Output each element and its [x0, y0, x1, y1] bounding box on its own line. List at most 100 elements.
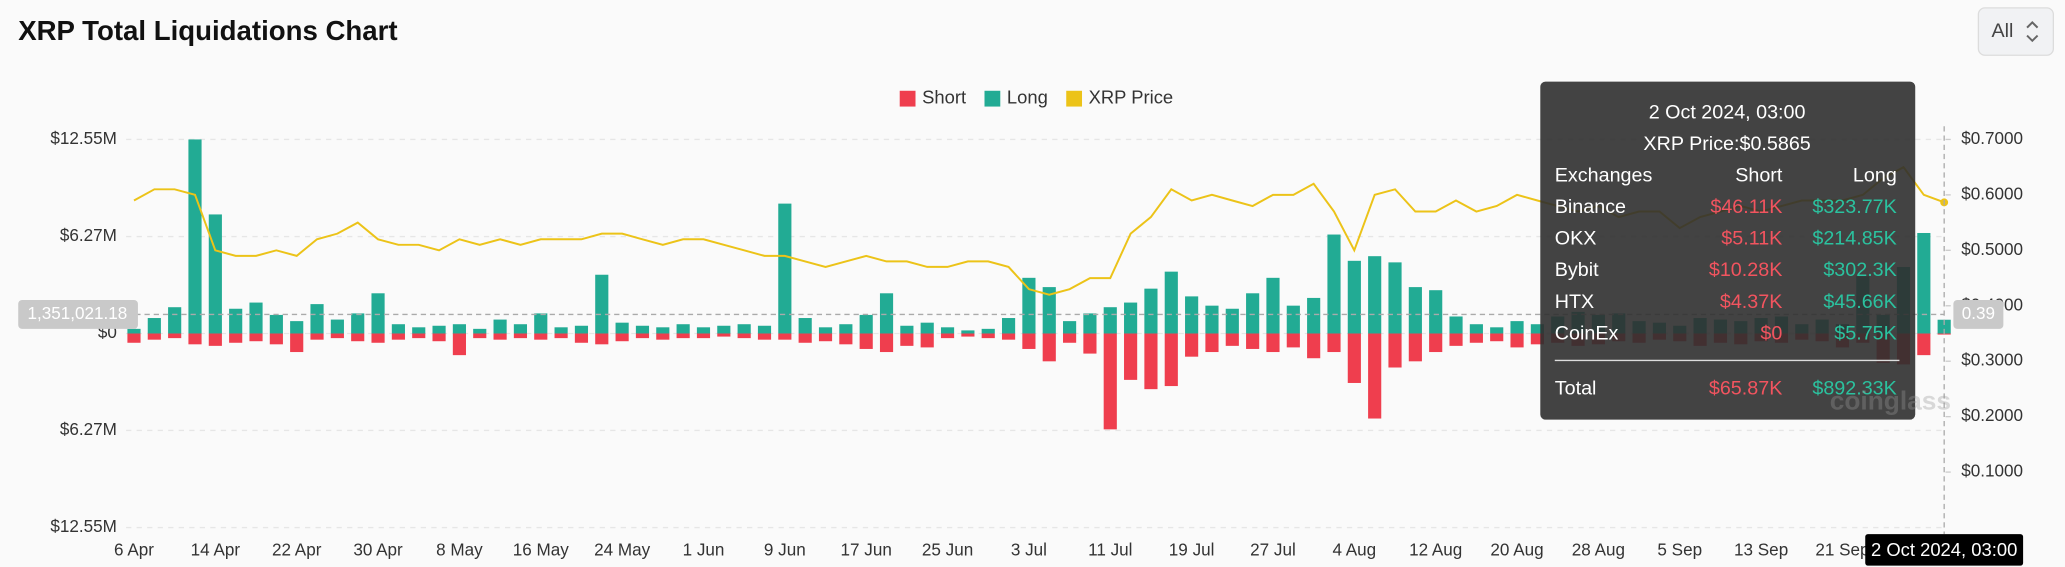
bar [269, 314, 283, 334]
x-tick-label: 19 Jul [1169, 541, 1215, 560]
dropdown-chevron [2026, 20, 2039, 43]
bar [1307, 297, 1321, 334]
bar [1286, 333, 1300, 348]
bar [737, 333, 751, 339]
dropdown-box[interactable] [1977, 7, 2055, 56]
bar [310, 304, 324, 334]
bar [493, 319, 507, 334]
bar [859, 333, 873, 349]
bar [818, 333, 833, 342]
x-tick-label: 11 Jul [1088, 541, 1132, 560]
bar [1530, 333, 1544, 345]
tooltip-cell: $0 [1760, 322, 1782, 344]
tooltip: 2 Oct 2024, 03:00 XRP Price:$0.5865 Exchan… [1540, 81, 1916, 420]
crosshair-y2-label: 0.39 [1962, 304, 1995, 323]
bar [412, 333, 426, 339]
bar [1042, 333, 1056, 362]
chart-title: XRP Total Liquidations Chart [18, 15, 397, 46]
bar [1429, 333, 1443, 353]
bar [574, 333, 589, 343]
x-tick-label: 3 Jul [1011, 541, 1047, 560]
bar [1510, 321, 1524, 334]
bar [1063, 321, 1077, 334]
x-tick-label: 5 Sep [1657, 541, 1702, 560]
tooltip-cell: Binance [1555, 196, 1626, 218]
bar [412, 327, 426, 334]
bar [1408, 333, 1422, 362]
bar [269, 333, 283, 345]
bar [940, 333, 955, 339]
bar [676, 324, 690, 334]
tooltip-cell: CoinEx [1555, 322, 1619, 344]
y2-tick-label: $0.2000 [1961, 406, 2023, 425]
bar [1327, 234, 1341, 334]
bar [839, 333, 853, 345]
bar [330, 333, 344, 339]
bar [534, 333, 548, 340]
bar [1530, 324, 1544, 334]
bar [920, 333, 934, 348]
crosshair-x-label: 2 Oct 2024, 03:00 [1871, 539, 2017, 560]
bar [656, 327, 670, 334]
bar [452, 333, 466, 356]
y-tick-label: $12.55M [50, 517, 117, 536]
x-tick-label: 17 Jun [841, 541, 892, 560]
bar [127, 333, 141, 343]
range-dropdown[interactable]: All [1977, 7, 2055, 56]
bar [961, 333, 975, 337]
bar [1917, 333, 1931, 356]
tooltip-cell: Exchanges [1555, 165, 1653, 187]
bar [1144, 288, 1158, 334]
bar [188, 333, 202, 345]
bar [595, 333, 609, 345]
tooltip-cell: HTX [1555, 291, 1594, 313]
tooltip-cell: Long [1853, 165, 1897, 187]
bar [249, 302, 263, 334]
legend-swatch [899, 90, 916, 107]
y2-tick-label: $0.3000 [1961, 351, 2023, 370]
tooltip-cell: $892.33K [1812, 378, 1896, 400]
bar [351, 313, 365, 334]
bar [879, 293, 894, 334]
bar [635, 325, 650, 334]
bar [615, 322, 629, 334]
bar [1266, 277, 1280, 334]
bar [818, 327, 833, 334]
crosshair-y2-box [1953, 299, 2004, 329]
bar [1124, 302, 1138, 334]
bar [249, 333, 263, 342]
bar [1205, 333, 1219, 353]
bar [290, 333, 304, 353]
y2-tick-label: $0.1000 [1961, 462, 2023, 481]
y2-tick-label: $0.6000 [1961, 184, 2023, 203]
bar [1368, 333, 1382, 419]
y-tick-label: $6.27M [60, 420, 117, 439]
bar [188, 139, 202, 334]
tooltip-cell: $4.37K [1720, 291, 1783, 313]
tooltip-cell: $302.3K [1823, 259, 1896, 281]
bar [981, 328, 995, 334]
bar [351, 333, 365, 342]
bar [1469, 324, 1483, 334]
bar [1164, 271, 1178, 334]
bar [330, 319, 344, 334]
dropdown-label[interactable]: All [1992, 20, 2014, 42]
bar [839, 324, 853, 334]
bar [1347, 260, 1361, 334]
bar [1225, 333, 1239, 346]
bar [717, 325, 731, 334]
bar [961, 330, 975, 334]
tooltip-cell: $5.75K [1834, 322, 1897, 344]
x-tick-label: 24 May [594, 541, 651, 560]
bar [900, 333, 914, 346]
bar [737, 324, 751, 334]
bar [879, 333, 894, 353]
bar [1164, 333, 1178, 387]
tooltip-cell: OKX [1555, 228, 1597, 250]
bar [1429, 290, 1443, 334]
tooltip-cell: Total [1555, 378, 1597, 400]
x-tick-label: 1 Jun [683, 541, 725, 560]
bar [1449, 316, 1463, 334]
tooltip-cell: $46.11K [1710, 196, 1782, 218]
